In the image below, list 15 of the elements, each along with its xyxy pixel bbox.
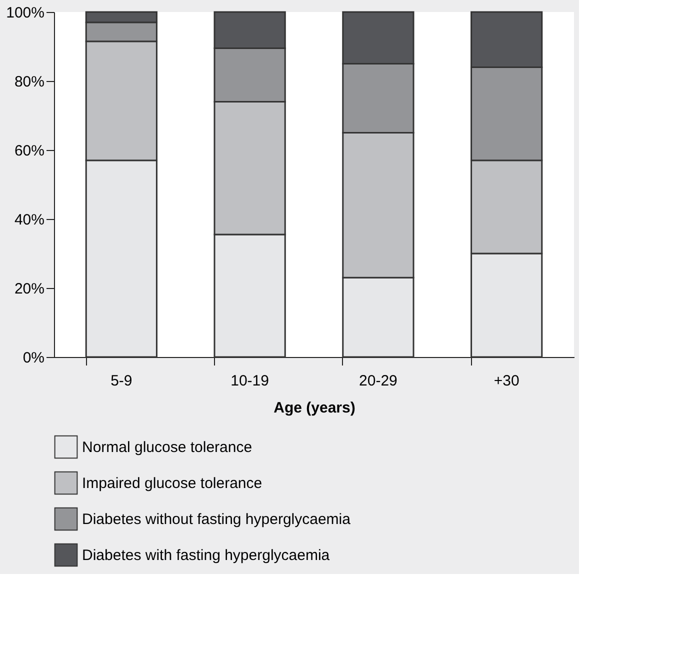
y-tick-label: 20%: [14, 280, 44, 298]
y-tick-label: 80%: [14, 74, 44, 90]
x-axis-title: Age (years): [274, 400, 356, 416]
legend-label: Normal glucose tolerance: [82, 439, 252, 456]
legend-label: Diabetes without fasting hyperglycaemia: [82, 511, 352, 528]
legend-label: Impaired glucose tolerance: [82, 475, 262, 492]
y-tick-label: 40%: [14, 212, 44, 228]
x-tick-label: 10-19: [230, 372, 269, 390]
x-tick-label: 5-9: [110, 372, 132, 390]
y-tick-label: 60%: [14, 142, 44, 160]
x-tick-label: +30: [494, 372, 520, 390]
y-tick-label: 100%: [6, 4, 44, 22]
legend-label: Diabetes with fasting hyperglycaemia: [82, 547, 330, 564]
y-tick-label: 0%: [22, 350, 44, 366]
x-tick-label: 20-29: [359, 372, 398, 390]
